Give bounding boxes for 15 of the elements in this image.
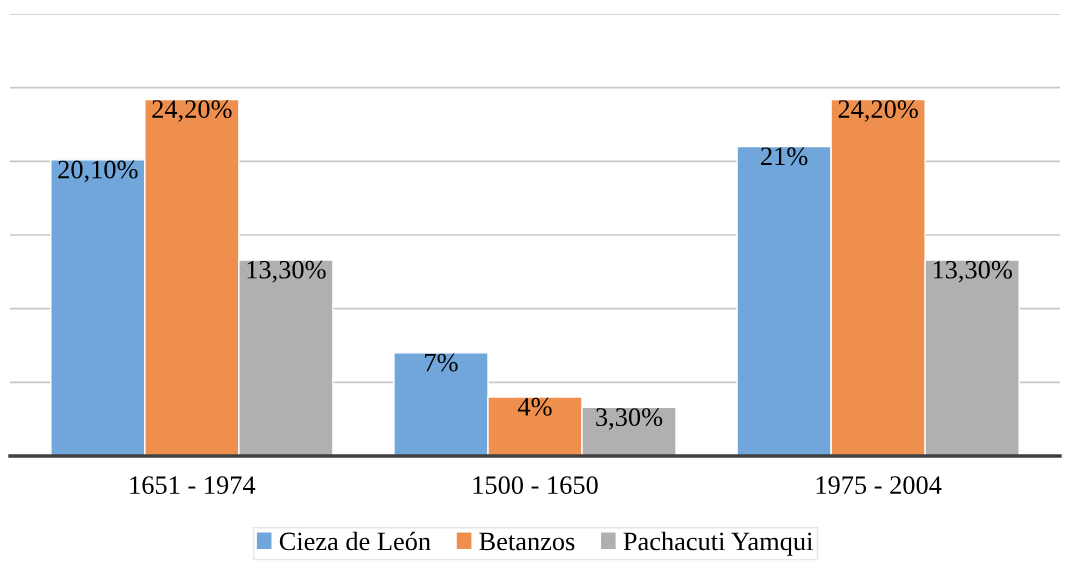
data-label: 20,10% <box>58 160 138 183</box>
x-tick-label: 1500 - 1650 <box>473 476 598 495</box>
legend-label: Pachacuti Yamqui <box>623 531 813 556</box>
data-label: 3,30% <box>596 408 663 430</box>
data-label: 13,30% <box>247 260 326 283</box>
data-label: 21% <box>761 147 808 166</box>
data-label: 24,20% <box>838 100 918 122</box>
legend-label: Betanzos <box>479 532 575 551</box>
data-label: 24,20% <box>152 100 232 122</box>
data-label: 7% <box>425 353 458 372</box>
legend-label: Cieza de León <box>279 531 431 551</box>
data-label: 13,30% <box>933 260 1012 283</box>
x-tick-label: 1975 - 2004 <box>816 476 942 495</box>
data-label: 4% <box>517 397 552 416</box>
x-tick-label: 1651 - 1974 <box>130 476 256 495</box>
